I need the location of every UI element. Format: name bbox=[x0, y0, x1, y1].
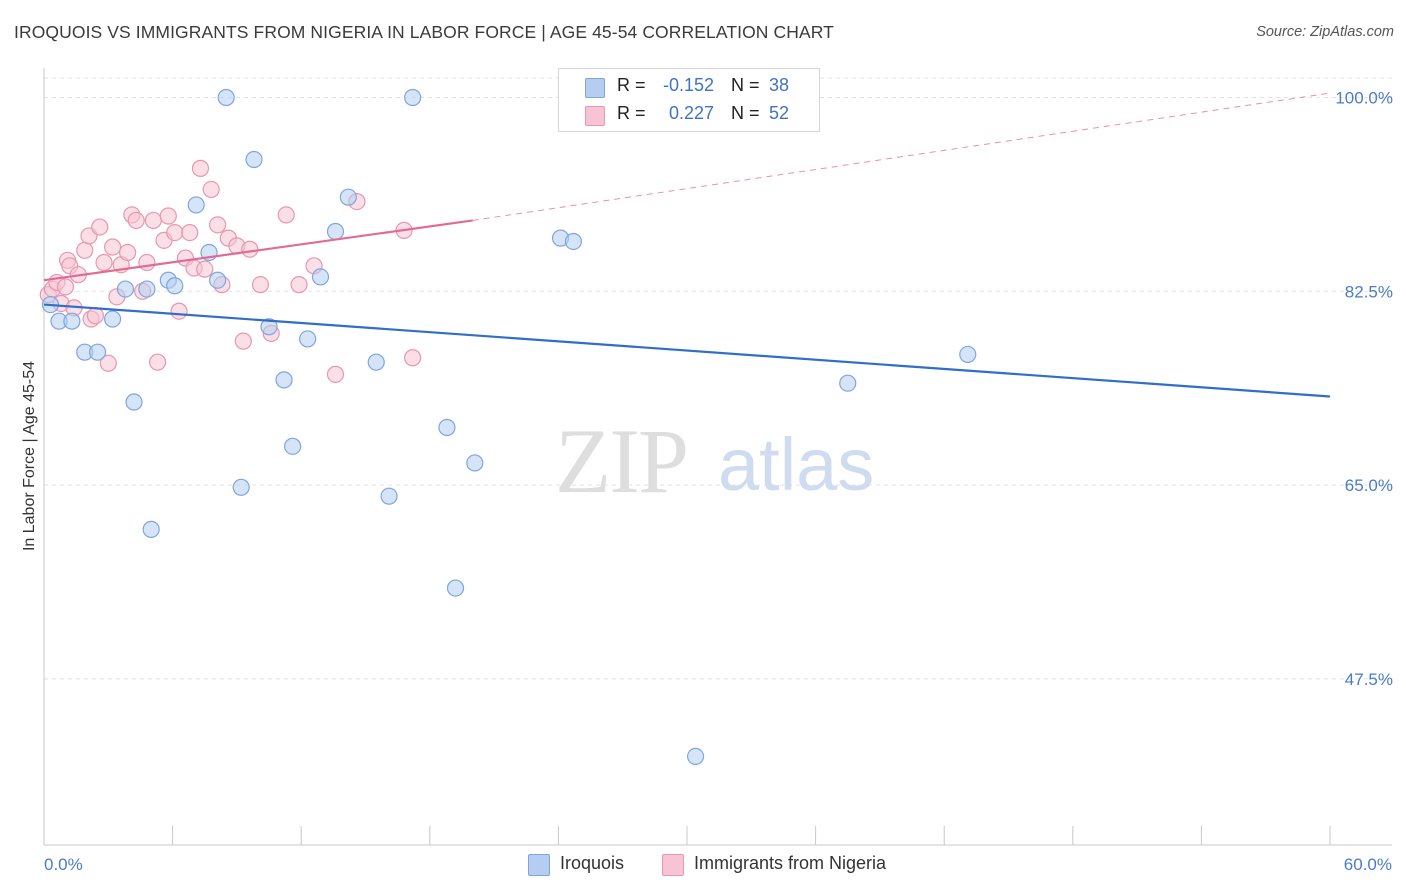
point-nigeria bbox=[118, 243, 137, 262]
point-nigeria bbox=[144, 211, 162, 230]
point-iroquois bbox=[446, 579, 465, 597]
legend-swatch-iroquois bbox=[585, 78, 605, 98]
legend-swatch-nigeria bbox=[662, 854, 684, 876]
watermark: ZIP atlas bbox=[555, 410, 874, 512]
watermark-zip: ZIP bbox=[555, 410, 687, 512]
point-iroquois bbox=[326, 222, 345, 241]
legend-label-nigeria: Immigrants from Nigeria bbox=[694, 853, 887, 873]
point-nigeria bbox=[95, 253, 113, 272]
point-iroquois bbox=[63, 312, 81, 330]
point-iroquois bbox=[88, 343, 107, 361]
point-nigeria bbox=[202, 180, 220, 199]
y-tick-label: 100.0% bbox=[1335, 89, 1393, 108]
point-iroquois bbox=[275, 371, 293, 389]
legend-n-label: N = bbox=[731, 75, 760, 95]
trend-line-nigeria-extended bbox=[472, 92, 1331, 221]
point-iroquois bbox=[103, 310, 122, 328]
point-iroquois bbox=[299, 330, 317, 348]
point-iroquois bbox=[260, 318, 278, 336]
point-iroquois bbox=[466, 454, 484, 472]
legend-r-value: 0.227 bbox=[668, 103, 714, 123]
point-nigeria bbox=[170, 302, 188, 320]
point-nigeria bbox=[138, 253, 156, 272]
point-nigeria bbox=[76, 241, 94, 259]
point-nigeria bbox=[326, 365, 345, 383]
point-iroquois bbox=[367, 353, 385, 371]
y-tick-label: 65.0% bbox=[1345, 476, 1393, 495]
watermark-atlas: atlas bbox=[718, 423, 874, 506]
data-points bbox=[39, 88, 977, 766]
point-iroquois bbox=[116, 280, 135, 298]
legend-n-label: N = bbox=[731, 103, 760, 123]
point-iroquois bbox=[232, 478, 250, 496]
point-iroquois bbox=[438, 418, 456, 437]
point-iroquois bbox=[686, 747, 705, 766]
point-iroquois bbox=[142, 520, 160, 538]
grid bbox=[44, 77, 1392, 680]
point-nigeria bbox=[56, 278, 75, 296]
point-nigeria bbox=[290, 276, 308, 294]
point-nigeria bbox=[191, 159, 210, 177]
tick-labels: 47.5% 65.0% 82.5% 100.0% 0.0% 60.0% In Labor F… bbox=[21, 89, 1393, 875]
point-iroquois bbox=[209, 271, 227, 289]
point-iroquois bbox=[138, 280, 156, 298]
point-nigeria bbox=[277, 206, 295, 224]
point-iroquois bbox=[125, 393, 143, 411]
point-nigeria bbox=[241, 240, 259, 258]
chart-title: IROQUOIS VS IMMIGRANTS FROM NIGERIA IN L… bbox=[14, 22, 834, 42]
point-iroquois bbox=[339, 188, 357, 206]
point-iroquois bbox=[959, 345, 977, 364]
legend-n-value: 38 bbox=[769, 75, 790, 95]
stats-legend: R = -0.152 N = 38 R = 0.227 N = 52 bbox=[558, 68, 820, 132]
x-tick-label: 0.0% bbox=[44, 855, 83, 874]
legend-r-label: R = bbox=[617, 75, 646, 95]
trend-line-iroquois bbox=[43, 303, 1331, 398]
point-nigeria bbox=[251, 276, 270, 294]
legend-r-label: R = bbox=[617, 103, 646, 123]
trend-line-nigeria bbox=[43, 219, 473, 282]
point-iroquois bbox=[245, 150, 263, 169]
y-axis-label: In Labor Force | Age 45-54 bbox=[21, 361, 38, 551]
point-nigeria bbox=[166, 224, 184, 242]
point-iroquois bbox=[166, 277, 184, 295]
point-nigeria bbox=[404, 349, 422, 367]
legend-n-value: 52 bbox=[769, 103, 790, 123]
trend-lines bbox=[43, 92, 1331, 398]
y-tick-label: 82.5% bbox=[1345, 282, 1393, 301]
point-iroquois bbox=[380, 487, 398, 505]
x-tick-label: 60.0% bbox=[1344, 855, 1392, 874]
point-iroquois bbox=[564, 232, 583, 251]
point-iroquois bbox=[839, 374, 857, 392]
legend-row-iroquois: R = -0.152 N = 38 bbox=[559, 73, 819, 101]
point-iroquois bbox=[217, 88, 235, 107]
point-nigeria bbox=[91, 218, 109, 236]
point-iroquois bbox=[311, 268, 330, 286]
point-iroquois bbox=[404, 88, 422, 107]
point-nigeria bbox=[99, 354, 117, 372]
point-nigeria bbox=[234, 332, 252, 350]
legend-r-value: -0.152 bbox=[662, 75, 714, 95]
point-iroquois bbox=[187, 196, 205, 214]
point-nigeria bbox=[103, 238, 122, 256]
point-iroquois bbox=[284, 437, 302, 455]
point-nigeria bbox=[196, 260, 214, 278]
series-legend: Iroquois Immigrants from Nigeria bbox=[0, 852, 1406, 878]
axes bbox=[43, 68, 1392, 846]
legend-swatch-iroquois bbox=[528, 854, 550, 876]
legend-swatch-nigeria bbox=[585, 106, 605, 126]
point-nigeria bbox=[209, 216, 227, 234]
point-nigeria bbox=[86, 307, 105, 325]
point-nigeria bbox=[148, 353, 167, 371]
point-nigeria bbox=[127, 211, 145, 230]
y-tick-label: 47.5% bbox=[1345, 670, 1393, 689]
point-nigeria bbox=[181, 224, 199, 242]
legend-label-iroquois: Iroquois bbox=[560, 853, 625, 873]
legend-row-nigeria: R = 0.227 N = 52 bbox=[559, 101, 819, 129]
chart-source: Source: ZipAtlas.com bbox=[1256, 24, 1394, 40]
point-nigeria bbox=[159, 207, 177, 225]
